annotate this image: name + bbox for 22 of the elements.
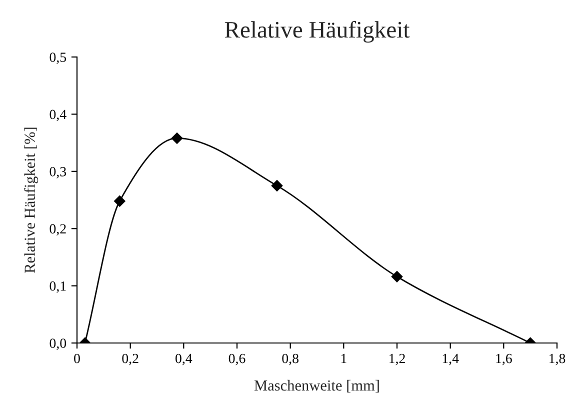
x-tick-label: 1,4 bbox=[442, 354, 459, 366]
x-tick-label: 1,8 bbox=[550, 354, 566, 366]
x-tick-label: 1,2 bbox=[390, 354, 405, 366]
x-tick-label: 0,2 bbox=[122, 354, 138, 366]
y-axis-title: Relative Häufigkeit [%] bbox=[24, 128, 38, 273]
y-tick-label: 0,1 bbox=[50, 281, 66, 293]
y-tick-label: 0,0 bbox=[50, 338, 66, 350]
x-tick-label: 0,8 bbox=[282, 354, 298, 366]
y-tick-label: 0,3 bbox=[50, 166, 66, 178]
x-axis-title: Maschenweite [mm] bbox=[254, 380, 379, 393]
x-tick-label: 0,4 bbox=[176, 354, 192, 366]
chart-title: Relative Häufigkeit bbox=[224, 20, 410, 43]
y-tick-label: 0,5 bbox=[50, 52, 66, 64]
point bbox=[171, 132, 183, 144]
x-tick-label: 1 bbox=[341, 354, 346, 364]
point bbox=[114, 196, 126, 207]
y-tick-label: 0,2 bbox=[50, 224, 66, 236]
point bbox=[271, 180, 283, 192]
y-tick-label: 0,4 bbox=[50, 110, 66, 122]
x-tick-label: 0,6 bbox=[228, 354, 246, 366]
x-tick-label: 1,6 bbox=[496, 354, 512, 366]
x-tick-label: 0 bbox=[74, 354, 80, 364]
